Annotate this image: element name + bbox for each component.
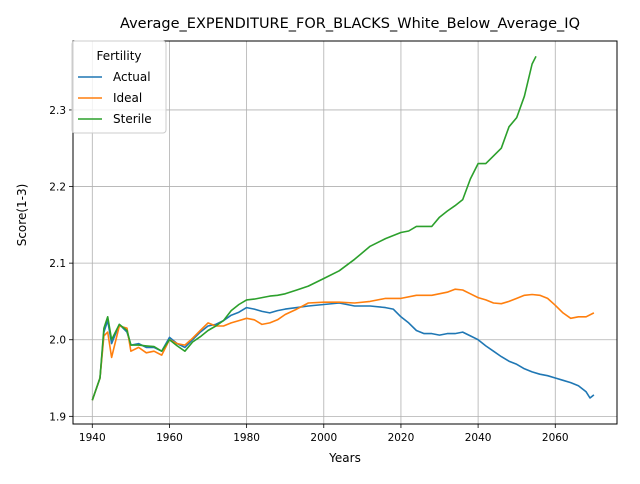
y-tick-label: 2.0 bbox=[49, 335, 66, 347]
y-axis-label: Score(1-3) bbox=[15, 184, 29, 247]
x-tick-label: 1940 bbox=[79, 432, 106, 444]
x-axis-label: Years bbox=[328, 451, 361, 465]
x-axis-ticks: 1940 1960 1980 2000 2020 2040 2060 bbox=[79, 424, 569, 444]
legend-box bbox=[71, 40, 167, 134]
x-tick-label: 1960 bbox=[156, 432, 183, 444]
legend-label-sterile: Sterile bbox=[113, 112, 152, 126]
x-tick-label: 2020 bbox=[388, 432, 415, 444]
y-tick-label: 2.3 bbox=[49, 105, 66, 117]
y-tick-label: 2.1 bbox=[49, 258, 66, 270]
grid-lines bbox=[73, 41, 617, 424]
legend-title: Fertility bbox=[96, 49, 141, 63]
legend-entries: Actual Ideal Sterile bbox=[78, 70, 152, 126]
legend: Fertility Actual Ideal Sterile bbox=[71, 40, 167, 134]
x-tick-label: 2000 bbox=[310, 432, 337, 444]
series-lines bbox=[91, 55, 595, 401]
chart-title: Average_EXPENDITURE_FOR_BLACKS_White_Bel… bbox=[120, 16, 580, 32]
x-tick-label: 2040 bbox=[465, 432, 492, 444]
x-tick-label: 1980 bbox=[233, 432, 260, 444]
y-tick-label: 2.2 bbox=[49, 182, 66, 194]
x-tick-label: 2060 bbox=[542, 432, 569, 444]
legend-label-actual: Actual bbox=[113, 70, 151, 84]
series-line-sterile bbox=[91, 55, 537, 401]
plot-frame bbox=[72, 40, 618, 425]
y-axis-ticks: 1.9 2.0 2.1 2.2 2.3 bbox=[49, 105, 73, 423]
y-tick-label: 1.9 bbox=[49, 411, 66, 423]
legend-label-ideal: Ideal bbox=[113, 91, 142, 105]
series-line-ideal bbox=[91, 288, 595, 401]
